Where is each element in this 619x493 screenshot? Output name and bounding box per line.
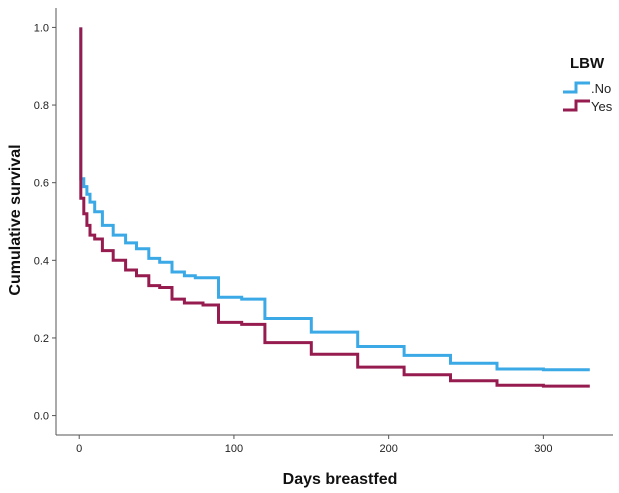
- x-tick-label: 300: [534, 443, 552, 455]
- y-ticks: 0.0 0.2 0.4 0.6 0.8 1.0: [34, 22, 56, 423]
- legend-entries: .No Yes: [563, 81, 613, 114]
- chart-axes: [55, 8, 613, 436]
- y-tick-label: 0.8: [34, 100, 49, 112]
- y-tick-label: 0.2: [34, 333, 49, 345]
- legend-title: LBW: [570, 55, 605, 72]
- y-tick-label: 0.6: [34, 178, 49, 190]
- y-tick-label: 0.4: [34, 255, 49, 267]
- series-line-yes: [79, 27, 590, 388]
- legend-label-yes: Yes: [591, 99, 613, 114]
- legend-label-no: .No: [591, 81, 611, 96]
- y-tick-label: 0.0: [34, 411, 49, 423]
- legend-swatch-yes: [563, 99, 590, 112]
- x-tick-label: 200: [379, 443, 397, 455]
- x-tick-label: 0: [76, 443, 82, 455]
- x-tick-label: 100: [225, 443, 243, 455]
- series-layer: [79, 27, 590, 388]
- x-ticks: 0 100 200 300: [76, 435, 553, 455]
- legend-swatch-no: [563, 81, 590, 94]
- y-axis-title: Cumulative survival: [7, 144, 24, 295]
- y-tick-label: 1.0: [34, 22, 49, 34]
- x-axis-title: Days breastfed: [283, 471, 398, 488]
- series-line-no: [79, 27, 590, 372]
- legend: LBW .No Yes: [563, 55, 613, 114]
